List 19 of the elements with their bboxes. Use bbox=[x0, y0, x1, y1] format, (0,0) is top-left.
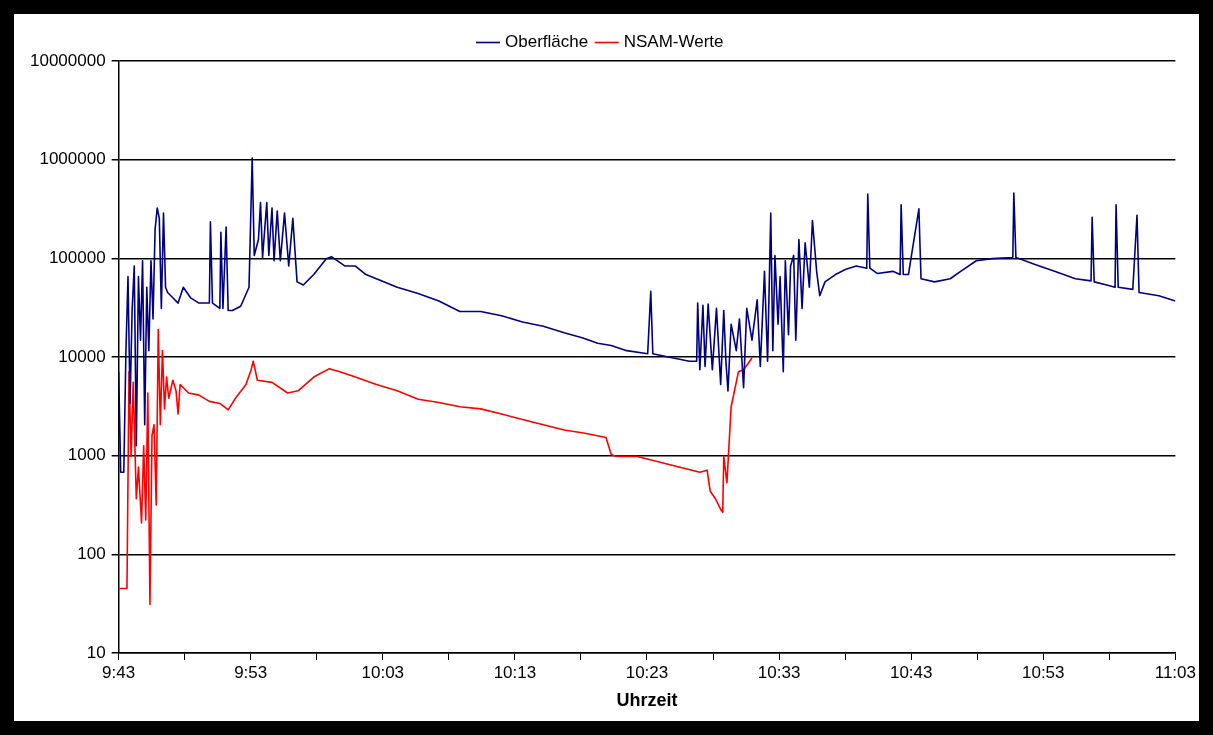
y-tick-label: 10 bbox=[86, 642, 106, 662]
y-tick-label: 1000 bbox=[67, 445, 106, 465]
y-tick-label: 1000000 bbox=[39, 149, 106, 169]
y-tick-label: 100000 bbox=[48, 248, 106, 268]
y-tick-label: 10000 bbox=[58, 346, 106, 366]
y-tick-label: 100 bbox=[77, 544, 106, 564]
x-tick-label: 10:43 bbox=[889, 662, 933, 682]
x-tick-label: 9:43 bbox=[102, 662, 136, 682]
x-tick-label: 9:53 bbox=[234, 662, 268, 682]
x-tick-label: 10:13 bbox=[493, 662, 537, 682]
y-tick-label: 10000000 bbox=[30, 50, 106, 70]
x-tick-label: 11:03 bbox=[1154, 662, 1196, 682]
legend-label: Oberfläche bbox=[505, 32, 589, 52]
x-tick-label: 10:23 bbox=[625, 662, 669, 682]
x-tick-label: 10:33 bbox=[757, 662, 801, 682]
x-axis-title: Uhrzeit bbox=[616, 690, 678, 711]
legend-label: NSAM-Werte bbox=[623, 32, 724, 52]
x-tick-label: 10:03 bbox=[361, 662, 405, 682]
x-tick-label: 10:53 bbox=[1021, 662, 1065, 682]
